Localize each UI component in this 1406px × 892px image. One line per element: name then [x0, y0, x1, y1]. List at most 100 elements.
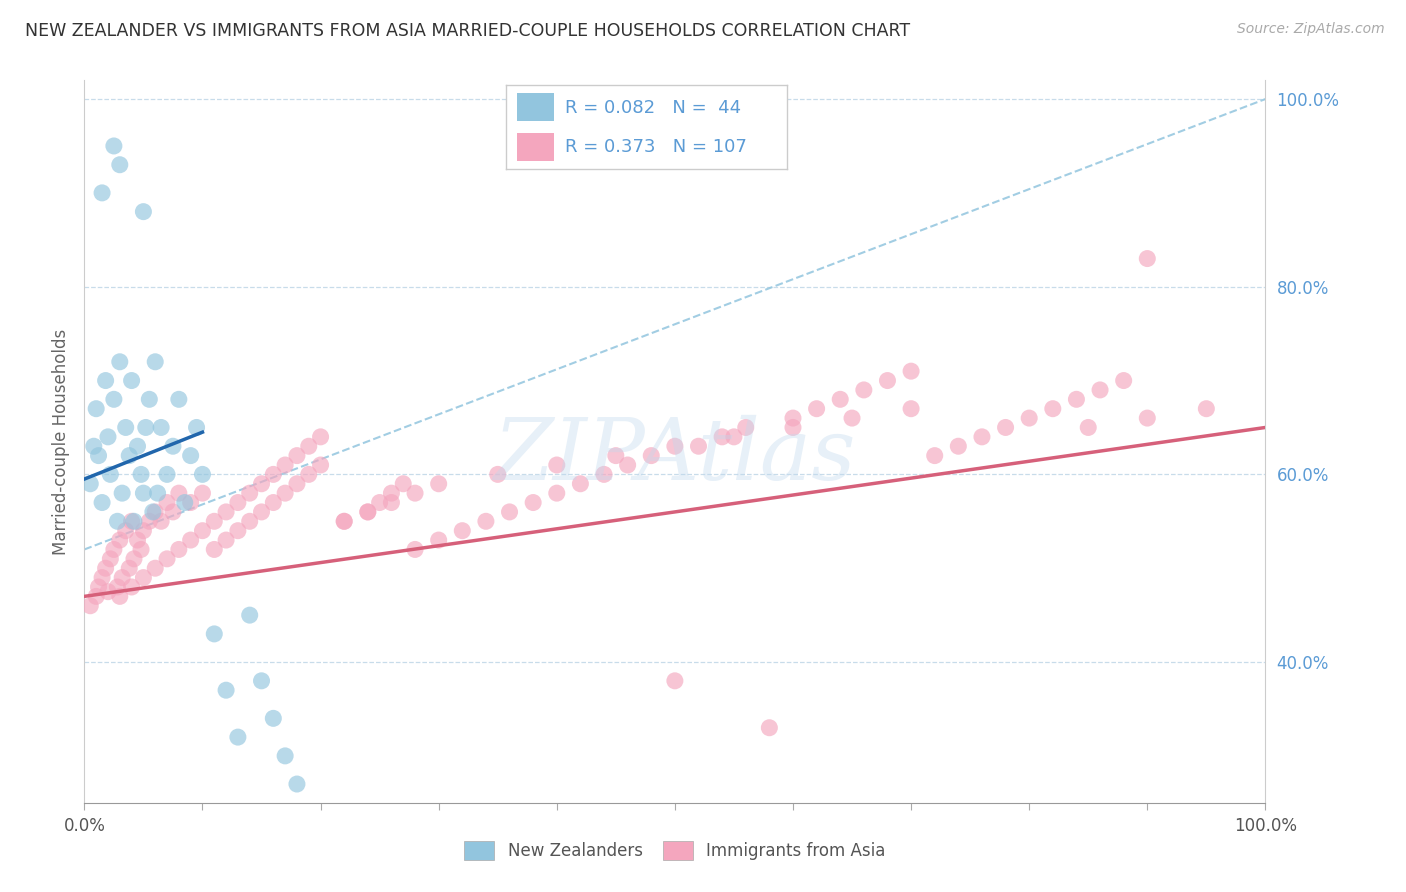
Point: [84, 401, 107, 416]
Point: [1018, 411, 1040, 425]
Point: [132, 204, 155, 219]
Point: [250, 476, 273, 491]
Point: [87, 580, 110, 594]
Point: [1136, 252, 1159, 266]
Point: [129, 467, 152, 482]
Legend: New Zealanders, Immigrants from Asia: New Zealanders, Immigrants from Asia: [458, 834, 891, 867]
Point: [191, 524, 214, 538]
Point: [782, 411, 804, 425]
Point: [191, 467, 214, 482]
Point: [127, 439, 149, 453]
Point: [122, 514, 145, 528]
Point: [108, 590, 131, 604]
Point: [150, 514, 173, 528]
Point: [167, 486, 190, 500]
Point: [1112, 374, 1135, 388]
Point: [970, 430, 993, 444]
Point: [107, 514, 129, 528]
Point: [451, 524, 474, 538]
Point: [107, 580, 129, 594]
Point: [132, 486, 155, 500]
Point: [114, 524, 136, 538]
Point: [114, 420, 136, 434]
Point: [1066, 392, 1088, 407]
Point: [427, 476, 450, 491]
Point: [285, 449, 308, 463]
Point: [87, 449, 110, 463]
Point: [121, 580, 143, 594]
Point: [239, 486, 262, 500]
Point: [475, 514, 498, 528]
Point: [143, 355, 166, 369]
Point: [226, 495, 249, 509]
Point: [173, 495, 195, 509]
Point: [357, 505, 380, 519]
Point: [215, 533, 238, 547]
Bar: [517, 93, 554, 121]
Point: [202, 514, 225, 528]
Point: [180, 495, 202, 509]
Point: [723, 430, 745, 444]
Point: [404, 542, 426, 557]
Point: [274, 458, 297, 472]
Point: [250, 673, 273, 688]
Point: [852, 383, 875, 397]
Point: [309, 430, 332, 444]
Point: [357, 505, 380, 519]
Point: [91, 186, 114, 200]
Point: [135, 420, 157, 434]
Point: [191, 486, 214, 500]
Point: [711, 430, 734, 444]
Point: [616, 458, 638, 472]
Point: [215, 505, 238, 519]
Point: [226, 730, 249, 744]
Point: [127, 533, 149, 547]
Point: [138, 392, 160, 407]
Point: [664, 439, 686, 453]
Point: [156, 495, 179, 509]
Text: R = 0.373   N = 107: R = 0.373 N = 107: [565, 137, 747, 155]
Point: [180, 533, 202, 547]
Point: [97, 584, 120, 599]
Point: [569, 476, 592, 491]
Point: [202, 542, 225, 557]
Point: [118, 449, 141, 463]
Point: [83, 439, 105, 453]
Point: [103, 139, 125, 153]
Point: [298, 439, 321, 453]
Point: [118, 561, 141, 575]
Point: [167, 542, 190, 557]
Point: [309, 458, 332, 472]
Point: [239, 514, 262, 528]
Point: [122, 551, 145, 566]
Point: [1088, 383, 1111, 397]
Point: [274, 748, 297, 763]
Point: [239, 608, 262, 623]
Point: [138, 514, 160, 528]
Point: [111, 571, 134, 585]
Point: [924, 449, 946, 463]
Point: [900, 401, 922, 416]
Point: [167, 392, 190, 407]
Point: [98, 551, 121, 566]
Text: Source: ZipAtlas.com: Source: ZipAtlas.com: [1237, 22, 1385, 37]
Point: [79, 599, 101, 613]
Point: [298, 467, 321, 482]
Point: [994, 420, 1017, 434]
Point: [948, 439, 970, 453]
Point: [142, 505, 165, 519]
Point: [368, 495, 391, 509]
Point: [1077, 420, 1099, 434]
Point: [108, 533, 131, 547]
Point: [94, 374, 117, 388]
Text: ZIPAtlas: ZIPAtlas: [494, 415, 856, 498]
Point: [640, 449, 662, 463]
Y-axis label: Married-couple Households: Married-couple Households: [52, 328, 70, 555]
Point: [593, 467, 616, 482]
Point: [605, 449, 627, 463]
Point: [522, 495, 544, 509]
Point: [380, 495, 402, 509]
Point: [129, 542, 152, 557]
Point: [486, 467, 509, 482]
Bar: [517, 133, 554, 161]
